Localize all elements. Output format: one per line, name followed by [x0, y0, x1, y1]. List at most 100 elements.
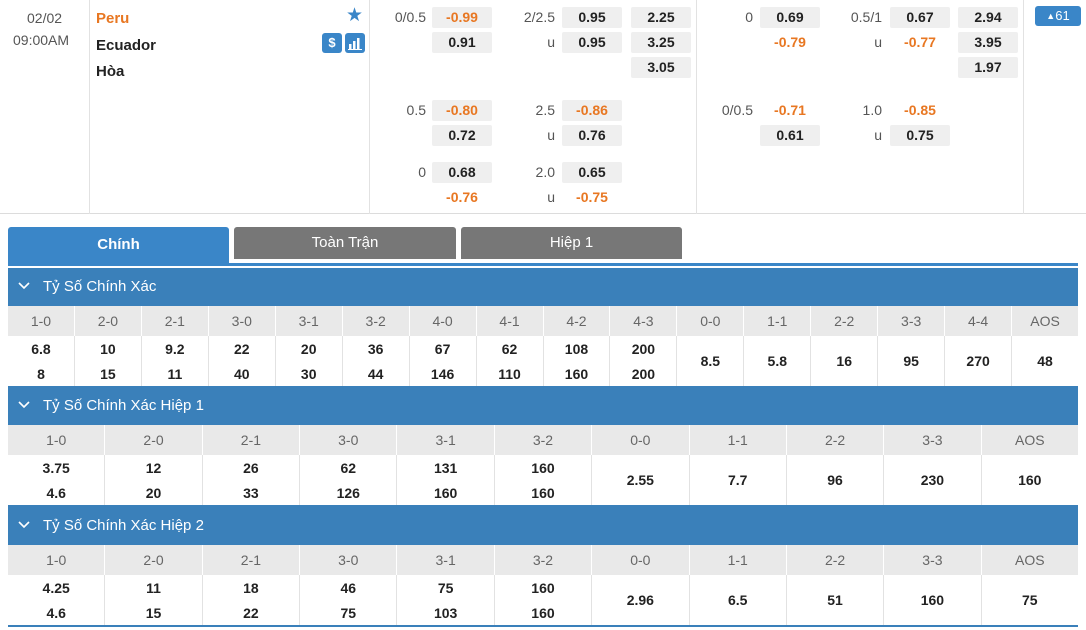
- score-odds-cell[interactable]: 230: [884, 455, 982, 505]
- score-odds-cell[interactable]: 46 75: [300, 575, 398, 625]
- h1-1x2-draw[interactable]: 1.97: [958, 57, 1018, 78]
- score-odds-cell[interactable]: 67 146: [410, 336, 477, 386]
- draw-score-odds[interactable]: 75: [1021, 592, 1038, 608]
- score-odds-cell[interactable]: 5.8: [744, 336, 812, 386]
- section-header[interactable]: Tỷ Số Chính Xác Hiệp 1: [8, 387, 1078, 425]
- ft-1x2-draw[interactable]: 3.05: [631, 57, 691, 78]
- home-score-odds[interactable]: 4.25: [42, 580, 70, 596]
- score-odds-cell[interactable]: 200 200: [610, 336, 678, 386]
- home-score-odds[interactable]: 62: [501, 341, 518, 357]
- odds-dollar-button[interactable]: $: [322, 33, 342, 53]
- ft-handicap-away-odds[interactable]: 0.91: [432, 32, 492, 53]
- home-score-odds[interactable]: 67: [434, 341, 451, 357]
- tab-first-half[interactable]: Hiệp 1: [461, 227, 682, 259]
- h1-1x2-home[interactable]: 2.94: [958, 7, 1018, 28]
- ft-over-odds[interactable]: 0.95: [562, 7, 622, 28]
- score-odds-cell[interactable]: 108 160: [544, 336, 611, 386]
- draw-score-odds[interactable]: 270: [966, 353, 990, 369]
- home-score-odds[interactable]: 9.2: [165, 341, 185, 357]
- score-odds-cell[interactable]: 160: [982, 455, 1078, 505]
- home-score-odds[interactable]: 22: [233, 341, 250, 357]
- away-score-odds[interactable]: 4.6: [46, 605, 66, 621]
- score-odds-cell[interactable]: 4.25 4.6: [8, 575, 106, 625]
- home-score-odds[interactable]: 131: [433, 460, 458, 476]
- away-score-odds[interactable]: 15: [100, 366, 116, 382]
- away-score-odds[interactable]: 8: [37, 366, 45, 382]
- score-odds-cell[interactable]: 160: [884, 575, 982, 625]
- draw-score-odds[interactable]: 16: [836, 353, 852, 369]
- away-score-odds[interactable]: 160: [433, 485, 458, 501]
- away-score-odds[interactable]: 200: [631, 366, 656, 382]
- away-score-odds[interactable]: 75: [340, 605, 357, 621]
- away-score-odds[interactable]: 15: [145, 605, 162, 621]
- home-score-odds[interactable]: 10: [100, 341, 116, 357]
- ft-under-odds[interactable]: 0.76: [562, 125, 622, 146]
- ft-under-odds[interactable]: 0.95: [562, 32, 622, 53]
- away-score-odds[interactable]: 44: [367, 366, 384, 382]
- home-score-odds[interactable]: 75: [437, 580, 454, 596]
- score-odds-cell[interactable]: 26 33: [203, 455, 301, 505]
- ft-handicap-home-odds[interactable]: -0.80: [432, 100, 492, 121]
- home-score-odds[interactable]: 62: [340, 460, 357, 476]
- ft-handicap-away-odds[interactable]: -0.76: [446, 189, 478, 205]
- ft-over-odds[interactable]: -0.86: [562, 100, 622, 121]
- score-odds-cell[interactable]: 16: [811, 336, 879, 386]
- score-odds-cell[interactable]: 18 22: [203, 575, 301, 625]
- home-score-odds[interactable]: 20: [300, 341, 317, 357]
- draw-score-odds[interactable]: 6.5: [727, 592, 748, 608]
- score-odds-cell[interactable]: 48: [1012, 336, 1078, 386]
- draw-score-odds[interactable]: 230: [920, 472, 945, 488]
- chevron-down-icon[interactable]: [18, 521, 30, 529]
- score-odds-cell[interactable]: 6.8 8: [8, 336, 75, 386]
- more-markets-button[interactable]: ▲61: [1035, 6, 1081, 26]
- draw-score-odds[interactable]: 160: [920, 592, 945, 608]
- section-header[interactable]: Tỷ Số Chính Xác Hiệp 2: [8, 507, 1078, 545]
- score-odds-cell[interactable]: 9.2 11: [142, 336, 209, 386]
- away-score-odds[interactable]: 160: [531, 605, 555, 621]
- away-score-odds[interactable]: 126: [336, 485, 360, 501]
- score-odds-cell[interactable]: 131 160: [397, 455, 495, 505]
- score-odds-cell[interactable]: 75: [982, 575, 1078, 625]
- h1-over-odds[interactable]: -0.85: [904, 102, 936, 118]
- score-odds-cell[interactable]: 20 30: [276, 336, 343, 386]
- section-header[interactable]: Tỷ Số Chính Xác: [8, 268, 1078, 306]
- home-team[interactable]: Peru: [96, 10, 130, 27]
- away-score-odds[interactable]: 146: [430, 366, 455, 382]
- draw-score-odds[interactable]: 96: [827, 472, 843, 488]
- home-score-odds[interactable]: 160: [531, 580, 555, 596]
- home-score-odds[interactable]: 3.75: [42, 460, 70, 476]
- away-score-odds[interactable]: 4.6: [46, 485, 66, 501]
- draw-score-odds[interactable]: 7.7: [727, 472, 748, 488]
- h1-handicap-home-odds[interactable]: 0.69: [760, 7, 820, 28]
- home-score-odds[interactable]: 26: [243, 460, 259, 476]
- home-score-odds[interactable]: 108: [564, 341, 589, 357]
- away-score-odds[interactable]: 20: [145, 485, 162, 501]
- favorite-star-icon[interactable]: ★: [346, 5, 364, 26]
- score-odds-cell[interactable]: 10 15: [75, 336, 142, 386]
- score-odds-cell[interactable]: 96: [787, 455, 885, 505]
- home-score-odds[interactable]: 46: [340, 580, 357, 596]
- score-odds-cell[interactable]: 3.75 4.6: [8, 455, 106, 505]
- chevron-down-icon[interactable]: [18, 401, 30, 409]
- draw-score-odds[interactable]: 2.96: [626, 592, 654, 608]
- chevron-down-icon[interactable]: [18, 282, 30, 290]
- score-odds-cell[interactable]: 12 20: [105, 455, 203, 505]
- ft-1x2-away[interactable]: 3.25: [631, 32, 691, 53]
- score-odds-cell[interactable]: 22 40: [209, 336, 276, 386]
- away-score-odds[interactable]: 30: [300, 366, 317, 382]
- score-odds-cell[interactable]: 270: [945, 336, 1013, 386]
- h1-handicap-home-odds[interactable]: -0.71: [774, 102, 806, 118]
- draw-score-odds[interactable]: 48: [1037, 353, 1053, 369]
- away-score-odds[interactable]: 160: [531, 485, 555, 501]
- h1-under-odds[interactable]: 0.75: [890, 125, 950, 146]
- score-odds-cell[interactable]: 36 44: [343, 336, 410, 386]
- away-score-odds[interactable]: 110: [498, 366, 521, 382]
- home-score-odds[interactable]: 36: [367, 341, 384, 357]
- home-score-odds[interactable]: 160: [531, 460, 555, 476]
- h1-1x2-away[interactable]: 3.95: [958, 32, 1018, 53]
- h1-under-odds[interactable]: -0.77: [904, 34, 936, 50]
- score-odds-cell[interactable]: 75 103: [397, 575, 495, 625]
- score-odds-cell[interactable]: 62 126: [300, 455, 398, 505]
- tab-main[interactable]: Chính: [8, 227, 229, 263]
- home-score-odds[interactable]: 200: [631, 341, 656, 357]
